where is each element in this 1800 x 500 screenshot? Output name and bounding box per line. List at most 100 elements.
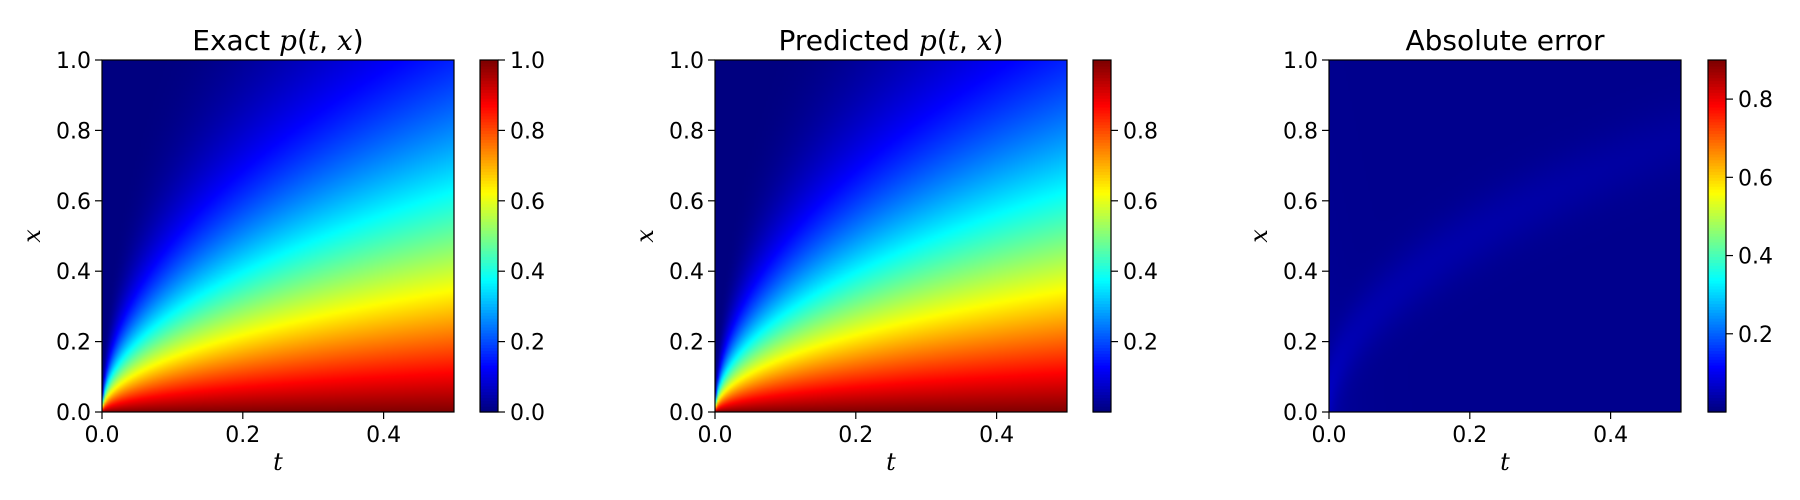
colorbar-segment xyxy=(480,218,498,222)
colorbar-segment xyxy=(480,397,498,401)
colorbar-segment xyxy=(1093,230,1111,234)
colorbar-segment xyxy=(1093,297,1111,302)
colorbar-tick-label: 0.2 xyxy=(1738,323,1773,348)
colorbar-segment xyxy=(1093,101,1111,105)
colorbar-segment xyxy=(480,192,498,196)
colorbar-segment xyxy=(1708,332,1726,337)
x-tick-label: 0.0 xyxy=(85,423,120,448)
colorbar-segment xyxy=(1093,194,1111,199)
colorbar-tick-label: 0.2 xyxy=(510,331,545,356)
colorbar-segment xyxy=(1708,241,1726,246)
colorbar-segment xyxy=(1708,326,1726,331)
y-tick-label: 0.4 xyxy=(669,260,704,285)
colorbar-segment xyxy=(1093,218,1111,222)
heatmap-image xyxy=(102,60,454,412)
colorbar-segment xyxy=(1093,142,1111,146)
colorbar-segment xyxy=(1093,347,1111,351)
colorbar-segment xyxy=(1708,236,1726,240)
colorbar-segment xyxy=(480,379,498,384)
colorbar-segment xyxy=(1093,186,1111,190)
colorbar-segment xyxy=(1093,65,1111,70)
colorbar-segment xyxy=(1708,168,1726,173)
colorbar-segment xyxy=(1708,324,1726,328)
colorbar-segment xyxy=(1708,230,1726,234)
colorbar-segment xyxy=(480,306,498,310)
colorbar-segment xyxy=(1093,95,1111,99)
colorbar-segment xyxy=(1093,238,1111,243)
colorbar-segment xyxy=(1093,150,1111,155)
colorbar-segment xyxy=(480,221,498,225)
colorbar-segment xyxy=(480,280,498,284)
colorbar-segment xyxy=(1093,68,1111,73)
colorbar-segment xyxy=(480,347,498,351)
subplot-3: 0.0 0.2 0.4 0.0 0.2 0.4 0.6 0.8 1.0 t x Absolute er… xyxy=(1245,24,1773,476)
colorbar-segment xyxy=(1708,321,1726,325)
colorbar-segment xyxy=(480,315,498,319)
colorbar-segment xyxy=(1708,142,1726,146)
y-tick-label: 0.0 xyxy=(1283,401,1318,426)
colorbar-segment xyxy=(1708,200,1726,205)
colorbar-segment xyxy=(1708,74,1726,79)
colorbar-segment xyxy=(1093,294,1111,299)
colorbar-segment xyxy=(1093,353,1111,357)
colorbar-segment xyxy=(1093,156,1111,161)
heatmap-image xyxy=(1329,60,1681,412)
colorbar: 0.0 0.2 0.4 0.6 0.8 1.0 xyxy=(479,49,545,426)
y-tick-label: 0.8 xyxy=(669,119,704,144)
colorbar-frame xyxy=(1092,59,1112,413)
colorbar-segment xyxy=(1708,370,1726,375)
colorbar-segment xyxy=(1093,262,1111,266)
colorbar-segment xyxy=(1093,400,1111,404)
y-tick-label: 0.0 xyxy=(669,401,704,426)
colorbar-segment xyxy=(480,388,498,393)
colorbar-segment xyxy=(1708,347,1726,351)
colorbar-segment xyxy=(1093,288,1111,293)
colorbar-segment xyxy=(1093,209,1111,214)
colorbar-segment xyxy=(1093,98,1111,102)
colorbar-segment xyxy=(480,98,498,102)
colorbar-segment xyxy=(1093,162,1111,167)
colorbar-segment xyxy=(1708,112,1726,117)
colorbar-segment xyxy=(1093,403,1111,407)
colorbar-segment xyxy=(1708,297,1726,302)
colorbar-segment xyxy=(1093,247,1111,252)
colorbar-segment xyxy=(1708,268,1726,272)
colorbar-segment xyxy=(1708,60,1726,64)
colorbar-tick-label: 0.4 xyxy=(510,260,545,285)
colorbar-segment xyxy=(1708,256,1726,261)
colorbar-segment xyxy=(1708,379,1726,384)
colorbar-segment xyxy=(1708,177,1726,181)
colorbar-segment xyxy=(480,200,498,205)
colorbar-segment xyxy=(1093,224,1111,228)
colorbar-segment xyxy=(1093,332,1111,337)
colorbar-segment xyxy=(1708,406,1726,410)
colorbar-segment xyxy=(480,236,498,240)
colorbar-segment xyxy=(1708,206,1726,211)
colorbar-segment xyxy=(1093,365,1111,369)
colorbar-segment xyxy=(1708,288,1726,293)
colorbar-segment xyxy=(1708,194,1726,199)
colorbar-segment xyxy=(480,285,498,290)
colorbar-segment xyxy=(1708,303,1726,307)
colorbar-segment xyxy=(480,197,498,202)
colorbar-segment xyxy=(1708,101,1726,105)
colorbar-tick-label: 0.8 xyxy=(1123,119,1158,144)
colorbar-segment xyxy=(1708,62,1726,67)
colorbar-segment xyxy=(1708,280,1726,284)
colorbar-segment xyxy=(1093,227,1111,231)
colorbar-segment xyxy=(1093,315,1111,319)
colorbar-segment xyxy=(480,80,498,85)
colorbar-segment xyxy=(1708,121,1726,126)
colorbar-segment xyxy=(1093,139,1111,143)
colorbar-tick-label: 0.8 xyxy=(510,119,545,144)
colorbar-segment xyxy=(480,400,498,404)
colorbar-segment xyxy=(1093,324,1111,328)
colorbar-segment xyxy=(480,136,498,140)
colorbar-segment xyxy=(1093,385,1111,390)
colorbar-segment xyxy=(480,253,498,258)
colorbar-segment xyxy=(1708,95,1726,99)
colorbar-tick-label: 0.2 xyxy=(1123,331,1158,356)
y-axis-label: x xyxy=(18,229,46,243)
colorbar-segment xyxy=(1093,338,1111,343)
colorbar-segment xyxy=(1708,373,1726,378)
